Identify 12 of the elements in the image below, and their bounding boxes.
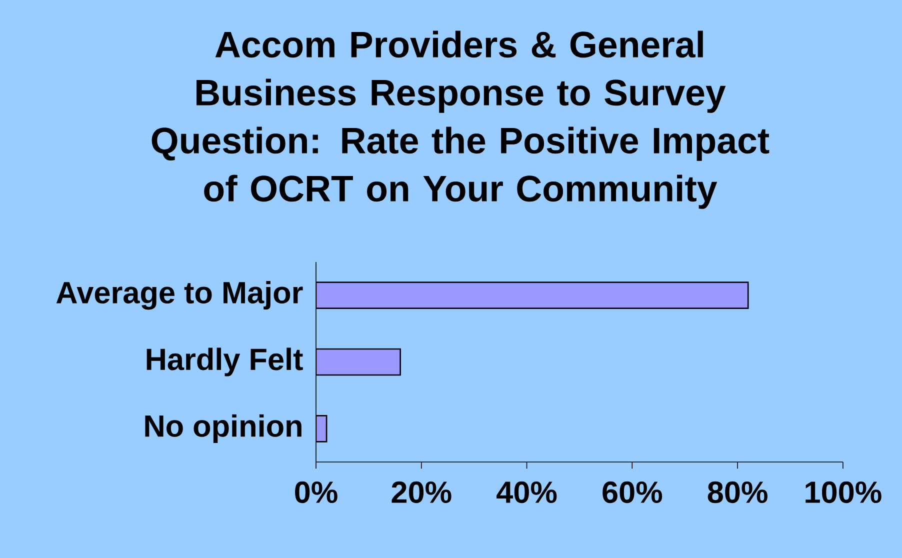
x-tick-label: 0% (295, 481, 338, 504)
bar (316, 348, 401, 376)
x-tick-label: 100% (806, 481, 882, 504)
x-tick-label: 40% (496, 481, 557, 504)
x-tick-label: 60% (602, 481, 662, 504)
y-tick-label: Average to Major (56, 280, 303, 310)
chart-title: Accom Providers & General Business Response to Survey Question: Rate the Positive Impact of OCRT on Your Community (152, 30, 770, 209)
y-tick-label: No opinion (145, 414, 302, 443)
bar (316, 282, 749, 310)
y-tick-label: Hardly Felt (146, 348, 303, 376)
x-tick-label: 80% (708, 481, 768, 504)
x-tick-label: 20% (392, 481, 452, 504)
